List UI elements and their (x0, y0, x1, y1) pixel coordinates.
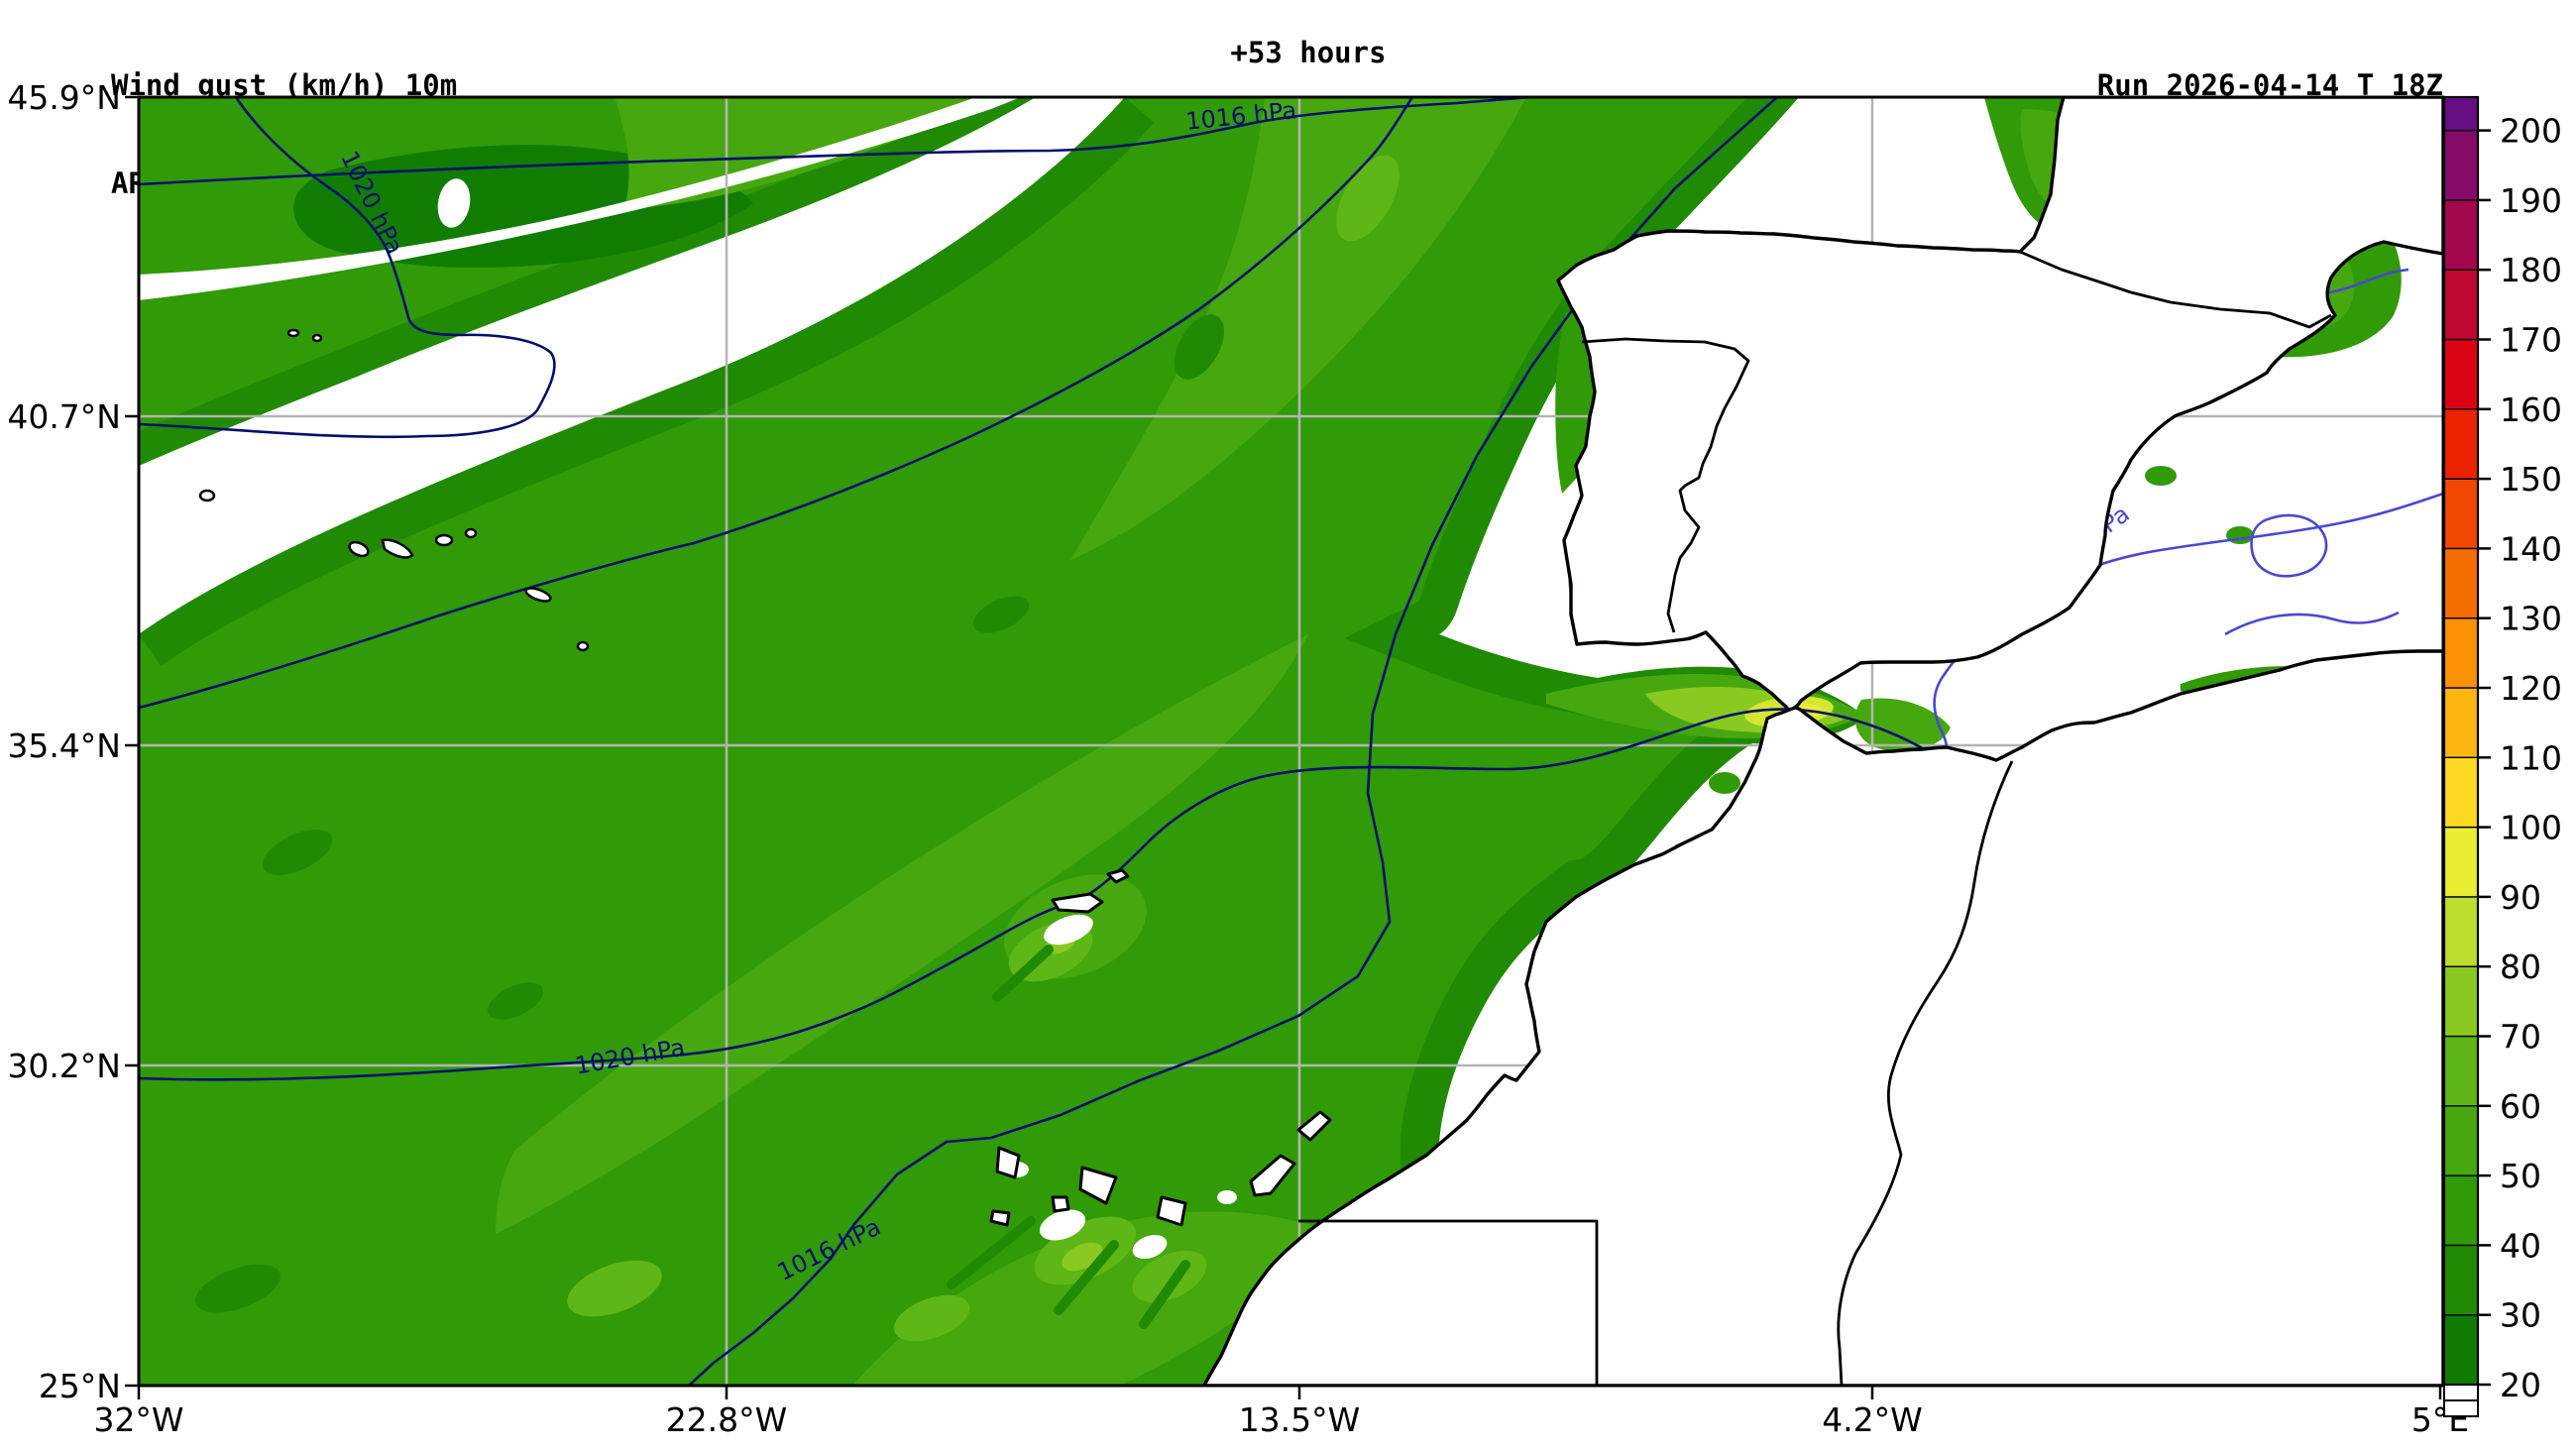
island-gran-canaria (1156, 1195, 1187, 1227)
colorbar-segment (2443, 129, 2479, 201)
colorbar-tick-label: 180 (2500, 251, 2562, 289)
country-borders (1298, 250, 2332, 1386)
colorbar-segment (2443, 338, 2479, 410)
colorbar-segment (2443, 96, 2479, 132)
y-axis-label: 40.7°N (7, 397, 121, 436)
colorbar-tick-label: 140 (2500, 529, 2562, 568)
latitude-axis: 45.9°N 40.7°N 35.4°N 30.2°N 25°N (7, 78, 121, 1405)
colorbar-tick-label: 190 (2500, 181, 2562, 220)
y-axis-label: 35.4°N (7, 726, 121, 765)
colorbar-segment (2443, 1313, 2479, 1386)
colorbar-segment (2443, 826, 2479, 898)
colorbar-segment (2443, 547, 2479, 619)
islands (989, 868, 1332, 1227)
colorbar-tick-label: 40 (2500, 1226, 2541, 1265)
x-axis-label: 13.5°W (1239, 1400, 1361, 1439)
colorbar: 20 30 40 50 60 70 80 90 100 110 120 130 140 150 160 170… (2443, 96, 2562, 1404)
colorbar-tick-label: 150 (2500, 460, 2562, 499)
colorbar-tick-label: 50 (2500, 1157, 2541, 1195)
island-fuerteventura (1249, 1154, 1296, 1197)
colorbar-border (2442, 95, 2480, 1387)
islands-azores (198, 328, 590, 652)
colorbar-segment (2443, 687, 2479, 759)
island-la-palma (995, 1146, 1021, 1179)
colorbar-tick-label: 130 (2500, 600, 2562, 638)
colorbar-tick-label: 30 (2500, 1296, 2541, 1335)
colorbar-tick-label: 170 (2500, 321, 2562, 360)
colorbar-tick-label: 120 (2500, 669, 2562, 708)
alboran-jet-blob (1854, 698, 1951, 752)
longitude-axis: 32°W 22.8°W 13.5°W 4.2°W 5°E (93, 1400, 2469, 1439)
map-canvas: 1020 hPa 1016 hPa 1020 hPa 1016 hPa 1012… (139, 97, 2443, 1386)
colorbar-segment (2443, 1244, 2479, 1316)
y-axis-label: 45.9°N (7, 78, 121, 117)
colorbar-tick-label: 80 (2500, 948, 2541, 986)
axis-ticks (125, 95, 2442, 1399)
colorbar-segment (2443, 199, 2479, 271)
colorbar-tick-label: 90 (2500, 878, 2541, 917)
colorbar-segment (2443, 408, 2479, 480)
colorbar-segment (2443, 1105, 2479, 1176)
colorbar-segment (2443, 269, 2479, 341)
x-axis-label: 4.2°W (1822, 1400, 1923, 1439)
colorbar-tick-label: 200 (2500, 112, 2562, 151)
y-axis-label: 25°N (39, 1367, 121, 1405)
colorbar-segment (2443, 478, 2479, 550)
colorbar-tick-label: 60 (2500, 1087, 2541, 1126)
island-tenerife (1078, 1166, 1118, 1205)
colorbar-tick-label: 100 (2500, 809, 2562, 847)
island-lanzarote (1296, 1110, 1332, 1142)
chart-title: Wind gust (km/h) 10m (111, 68, 458, 102)
island-madeira (1051, 892, 1104, 914)
x-axis-label: 32°W (93, 1400, 183, 1439)
lead-time: +53 hours (1230, 36, 1387, 69)
colorbar-segment (2443, 756, 2479, 829)
colorbar-segment (2443, 1174, 2479, 1247)
colorbar-segment (2443, 965, 2479, 1038)
colorbar-tick-label: 70 (2500, 1018, 2541, 1057)
x-axis-label: 22.8°W (666, 1400, 788, 1439)
colorbar-underflow (2443, 1384, 2479, 1417)
colorbar-segment (2443, 896, 2479, 967)
colorbar-tick-label: 110 (2500, 738, 2562, 777)
colorbar-segment (2443, 617, 2479, 689)
colorbar-tick-label: 160 (2500, 391, 2562, 429)
y-axis-label: 30.2°N (7, 1047, 121, 1085)
colorbar-segment (2443, 1035, 2479, 1107)
colorbar-tick-label: 20 (2500, 1366, 2541, 1404)
